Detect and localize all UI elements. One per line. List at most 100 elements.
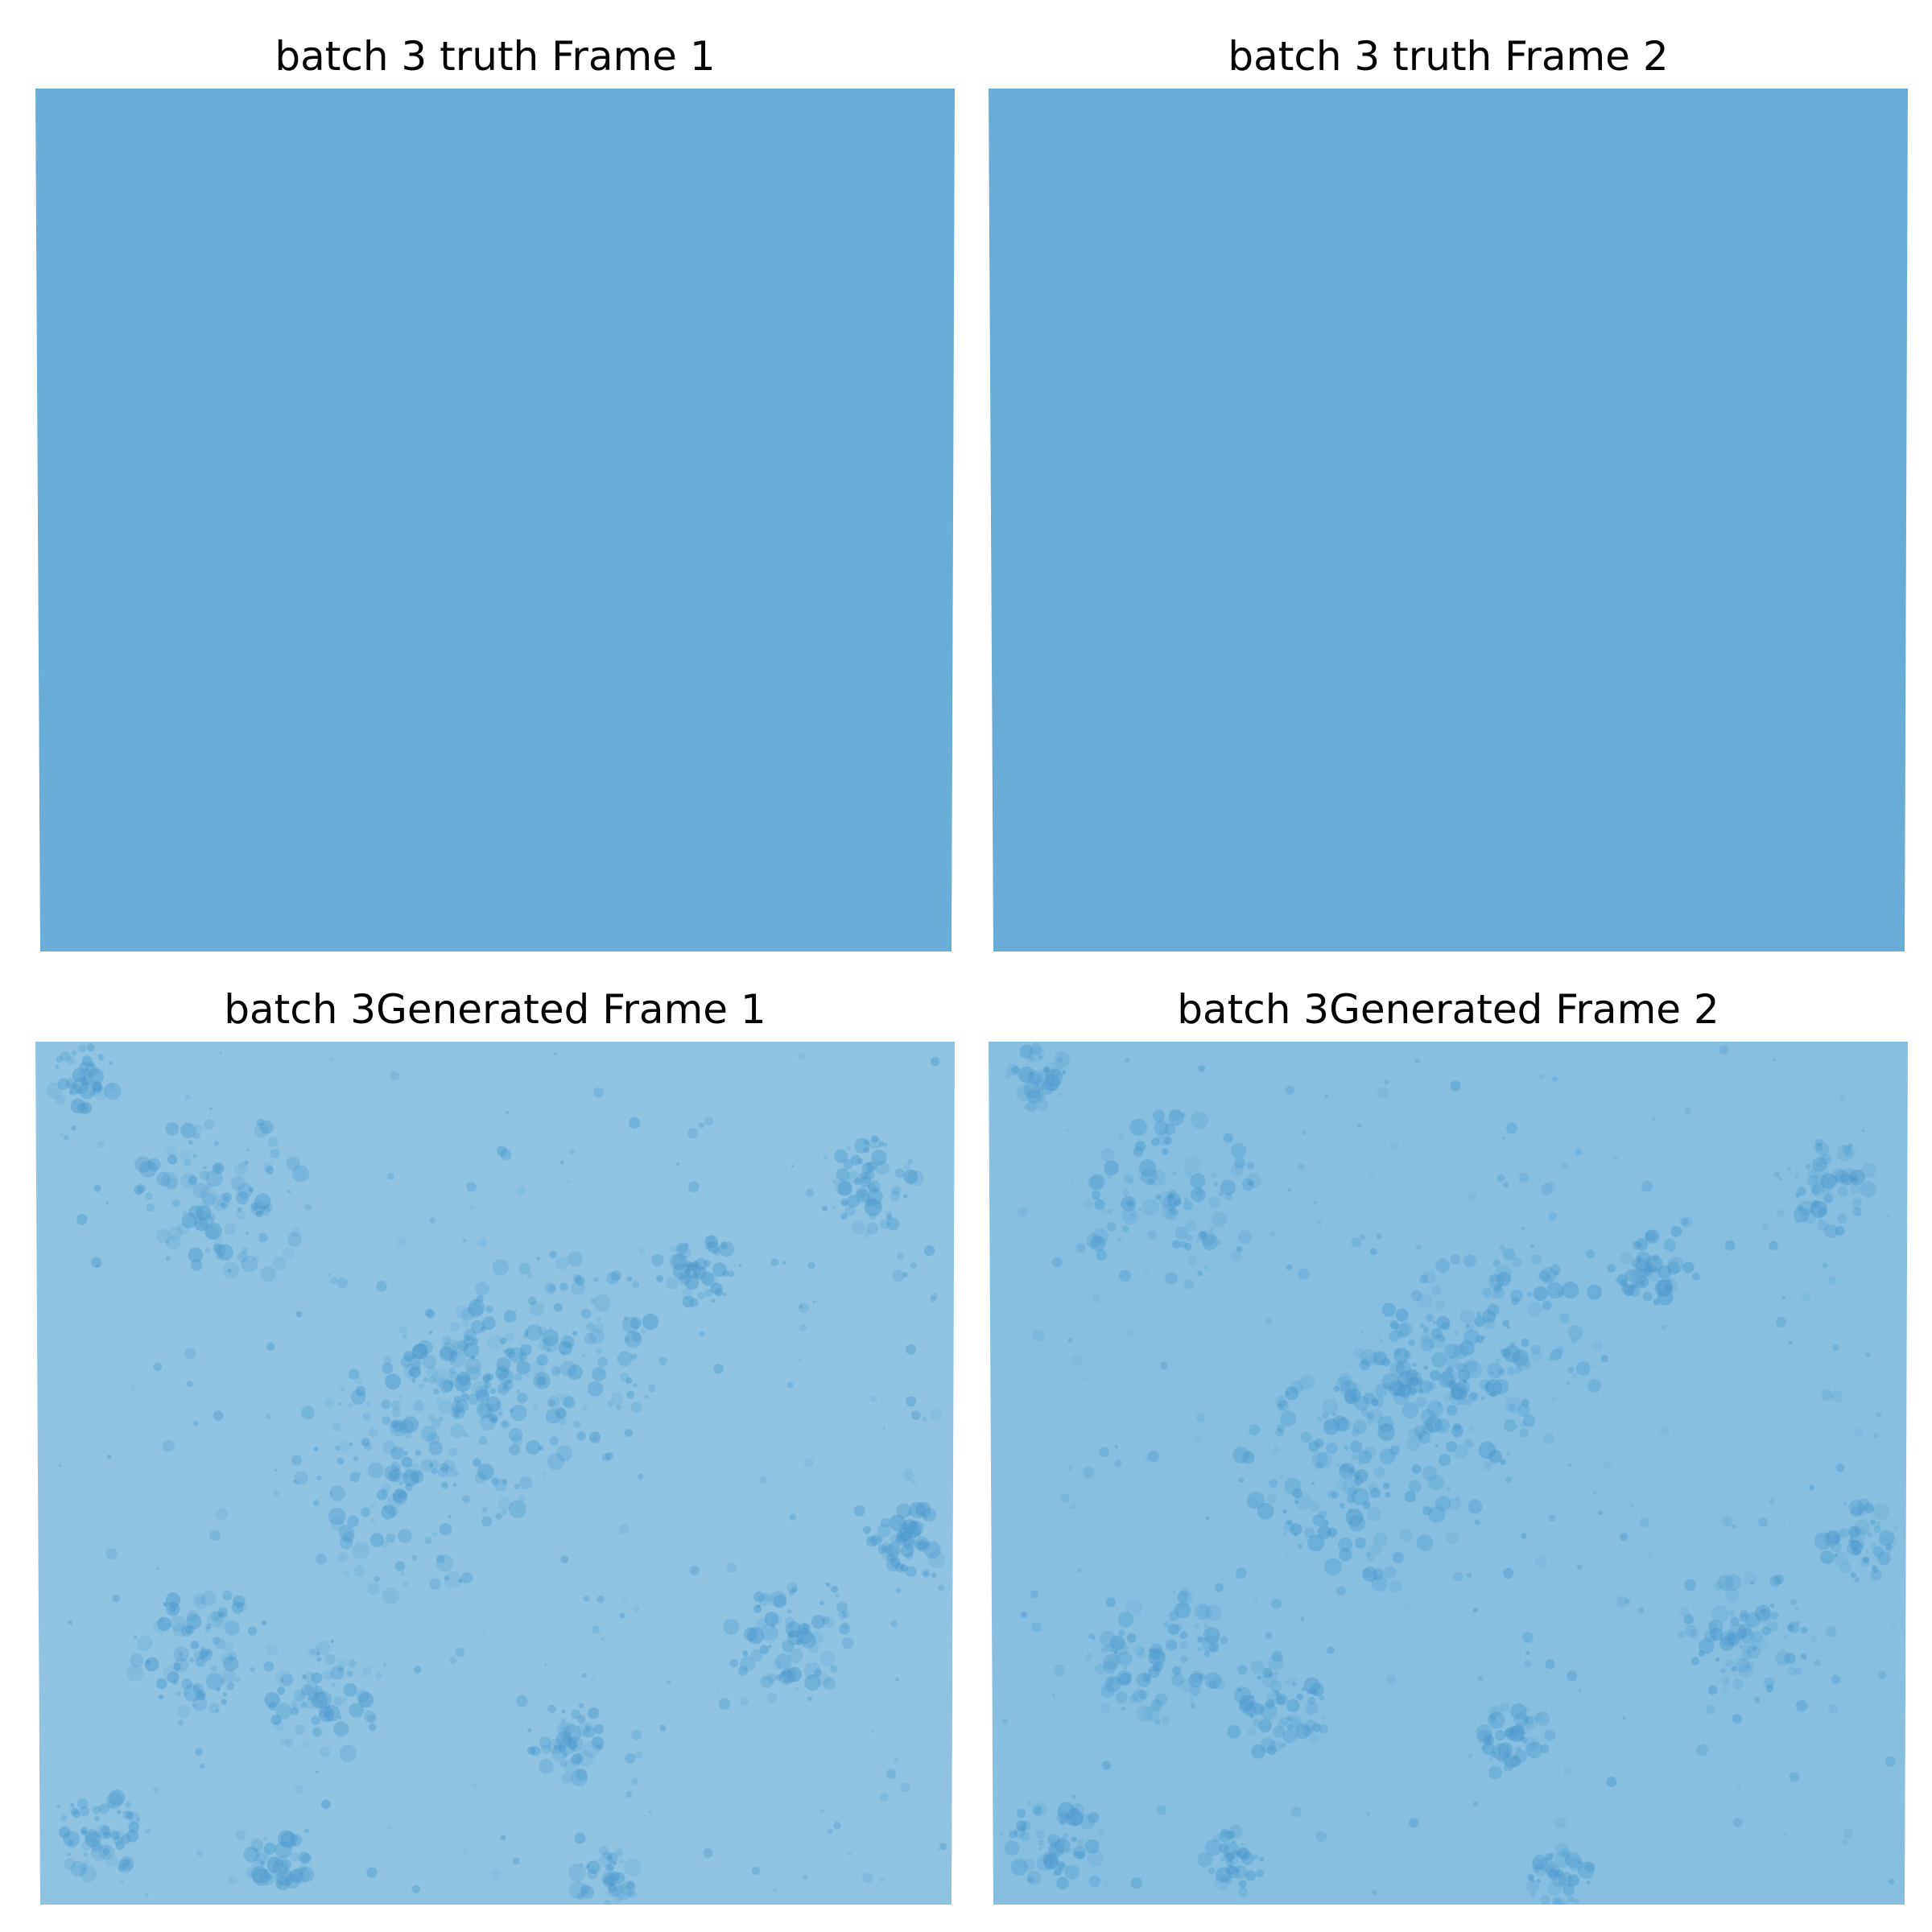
blotch <box>1275 1428 1285 1437</box>
speck <box>1384 1080 1389 1085</box>
blotch <box>1724 1574 1742 1591</box>
blotch <box>814 1668 823 1677</box>
speck <box>105 1201 109 1205</box>
blotch <box>633 1383 638 1388</box>
blotch <box>1824 1193 1835 1203</box>
blotch <box>449 1357 456 1364</box>
speck <box>1108 1653 1121 1666</box>
blotch <box>1739 1645 1744 1649</box>
speck <box>1825 1626 1837 1637</box>
blotch <box>1361 1356 1373 1367</box>
blotch <box>1742 1641 1756 1654</box>
blotch <box>454 1407 459 1413</box>
blotch <box>398 1481 403 1486</box>
blotch <box>1476 1729 1492 1744</box>
blotch <box>145 1192 153 1200</box>
blotch <box>1740 1649 1752 1661</box>
blotch <box>426 1366 438 1378</box>
speck <box>516 1186 526 1195</box>
blotch <box>900 1544 914 1558</box>
blotch <box>266 1643 279 1656</box>
blotch <box>387 1469 400 1483</box>
blotch <box>1815 1142 1830 1156</box>
blotch <box>1784 1652 1796 1665</box>
blotch <box>193 1216 204 1226</box>
blotch <box>545 1409 561 1424</box>
blotch <box>1814 1142 1823 1152</box>
blotch <box>1410 1377 1419 1386</box>
blotch <box>514 1373 522 1381</box>
blotch <box>1504 1750 1509 1756</box>
blotch <box>433 1388 440 1395</box>
blotch <box>448 1371 460 1381</box>
blotch <box>750 1649 764 1662</box>
blotch <box>1710 1627 1724 1641</box>
blotch <box>556 1393 564 1400</box>
blotch <box>390 1420 399 1429</box>
blotch <box>1056 1836 1066 1846</box>
speck <box>1290 1806 1302 1818</box>
blotch <box>705 1235 716 1245</box>
blotch <box>1631 1267 1648 1285</box>
blotch <box>1241 1843 1245 1847</box>
speck <box>1769 1575 1781 1587</box>
speck <box>738 1263 742 1267</box>
blotch <box>1237 1665 1248 1675</box>
blotch <box>1632 1241 1639 1247</box>
blotch <box>1600 1355 1609 1363</box>
speck <box>632 1605 640 1613</box>
blotch <box>1623 1285 1636 1297</box>
blotch <box>1648 1264 1657 1274</box>
blotch <box>227 1268 232 1274</box>
blotch <box>658 1356 667 1366</box>
speck <box>1389 1141 1399 1150</box>
blotch <box>1539 1266 1557 1284</box>
speck <box>136 1818 141 1822</box>
speck <box>106 1454 112 1459</box>
blotch <box>429 1459 440 1470</box>
blotch <box>871 1150 887 1166</box>
speck <box>1769 1241 1778 1251</box>
speck <box>1505 1476 1513 1484</box>
blotch <box>1428 1337 1434 1344</box>
speck <box>1732 1713 1742 1724</box>
blotch <box>319 1707 335 1723</box>
blotch <box>362 1666 372 1677</box>
blotch <box>280 1831 298 1848</box>
blotch <box>312 1727 322 1737</box>
blotch <box>684 1269 691 1275</box>
blotch <box>1129 1118 1148 1137</box>
blotch <box>1276 1695 1286 1706</box>
blotch <box>562 1752 568 1758</box>
blotch <box>93 1085 109 1100</box>
speck <box>329 1056 335 1063</box>
blotch <box>1381 1373 1399 1390</box>
blotch <box>1183 1278 1195 1290</box>
blotch <box>1642 1291 1653 1302</box>
blotch <box>1372 1568 1384 1580</box>
speck <box>1885 1756 1896 1767</box>
blotch <box>1859 1543 1864 1548</box>
blotch <box>903 1534 914 1546</box>
blotch <box>369 1533 385 1547</box>
blotch <box>212 1162 225 1174</box>
blotch <box>1105 1597 1116 1608</box>
blotch <box>1544 1729 1556 1741</box>
blotch <box>106 1799 116 1809</box>
blotch <box>461 1319 470 1327</box>
blotch <box>461 1389 465 1394</box>
blotch <box>1395 1360 1412 1377</box>
speck <box>1521 1226 1525 1231</box>
blotch <box>1332 1412 1336 1417</box>
blotch <box>118 1859 133 1874</box>
blotch <box>1125 1599 1142 1616</box>
blotch <box>1435 1258 1450 1273</box>
blotch <box>518 1342 523 1346</box>
speck <box>1775 1317 1786 1327</box>
blotch <box>881 1517 891 1528</box>
speck <box>554 1302 563 1312</box>
blotch <box>1119 1673 1132 1685</box>
blotch <box>217 1607 229 1618</box>
blotch <box>1278 1400 1289 1411</box>
blotch <box>1645 1255 1663 1273</box>
